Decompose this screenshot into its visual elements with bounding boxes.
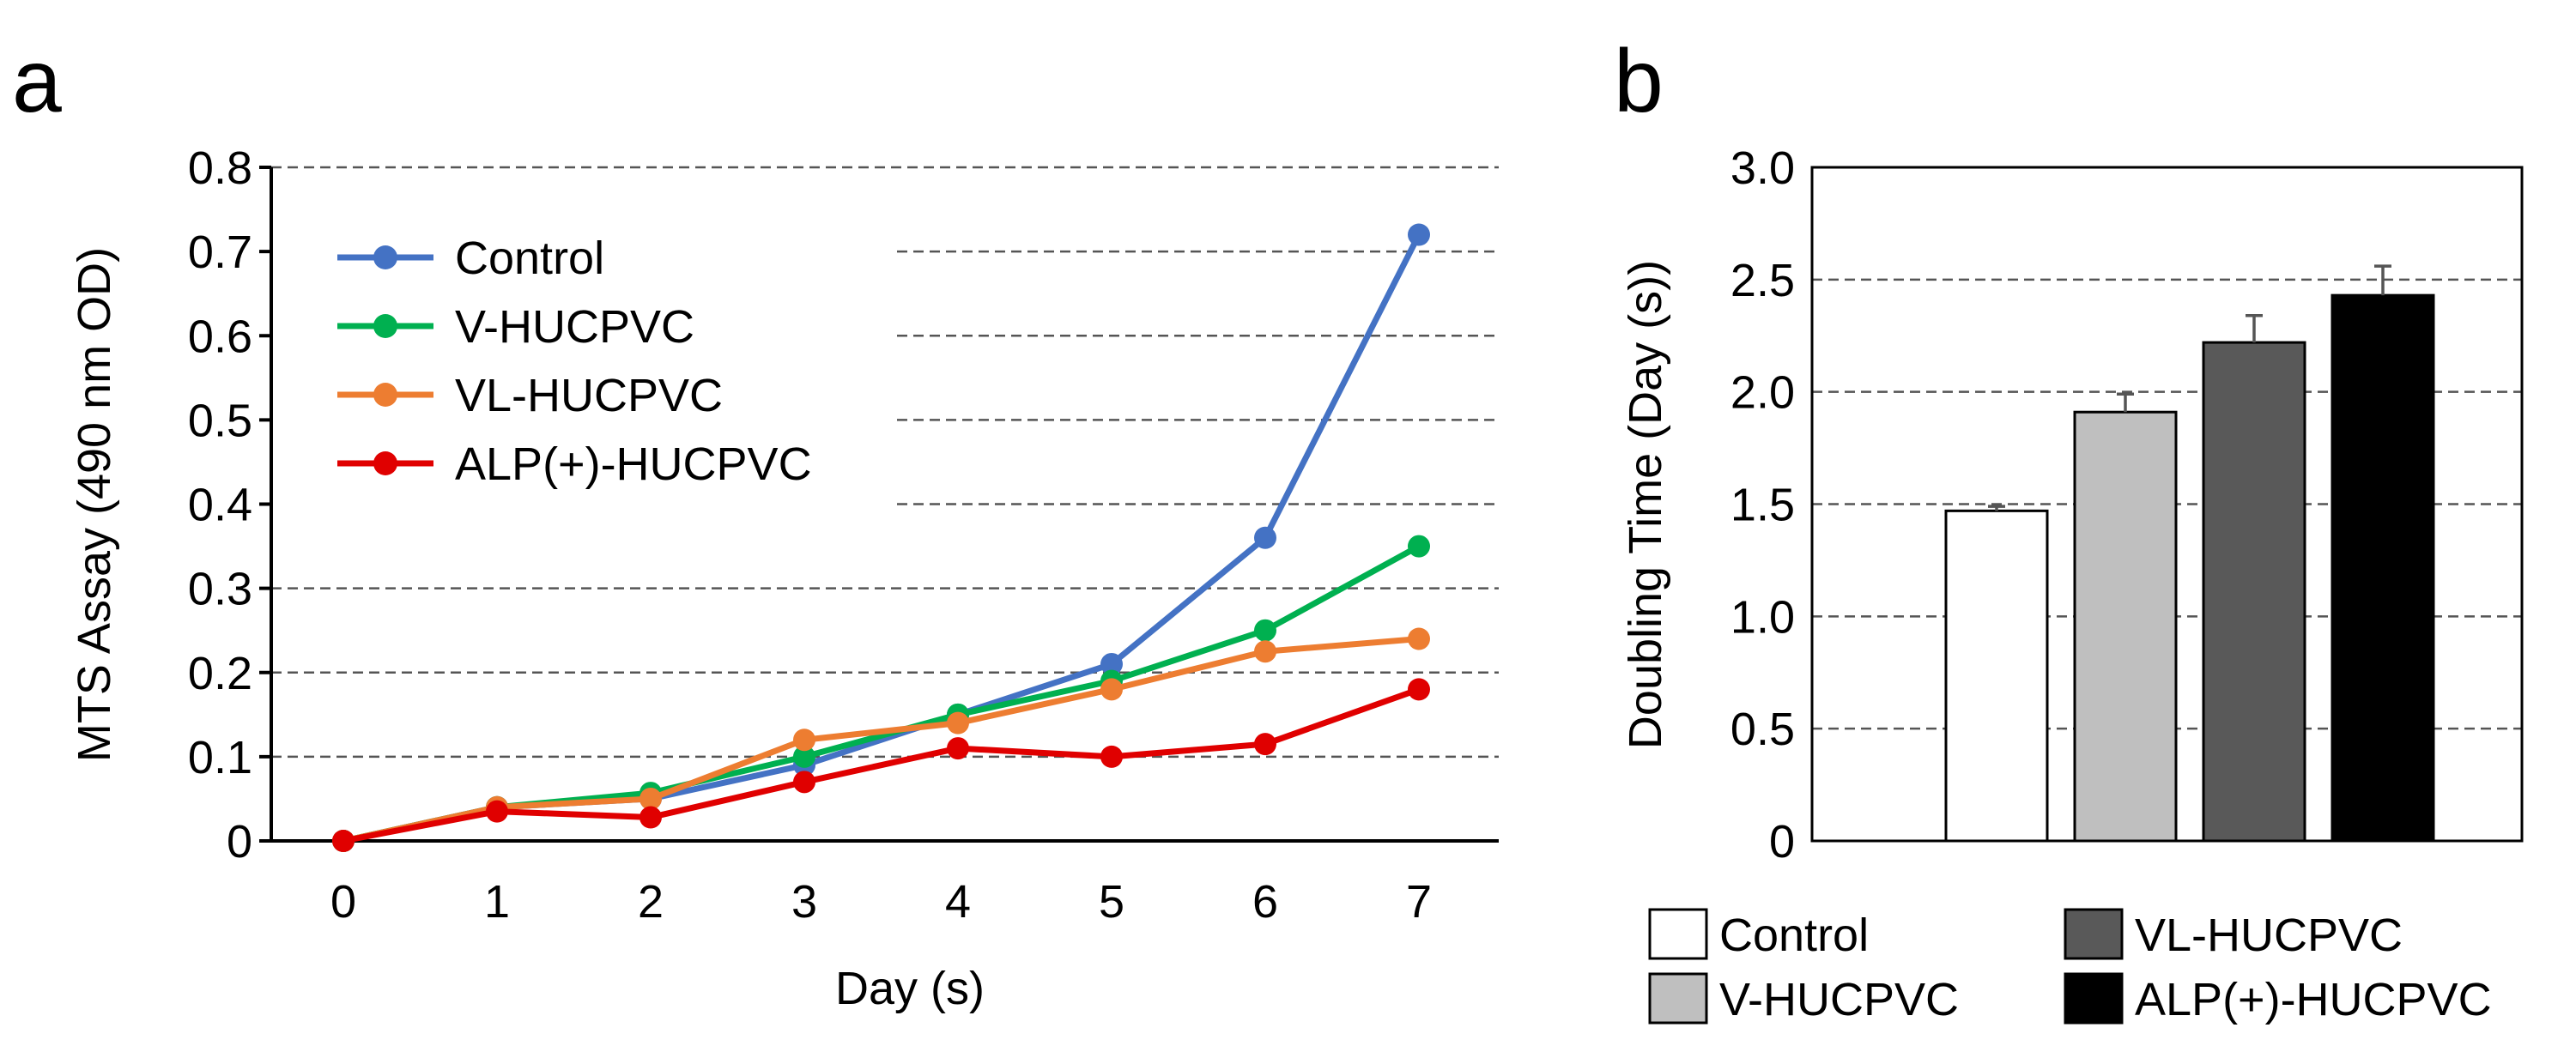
panel-a-x-tick-label: 3 [791,876,817,928]
panel-a-gridlines [271,166,1499,759]
panel-a-series [332,223,1430,852]
data-point-v-hucpvc [1254,619,1276,642]
data-point-alp-hucpvc [1100,745,1123,768]
panel-a-x-tick-label: 0 [330,876,356,928]
data-point-vl-hucpvc [1254,640,1276,663]
data-point-alp-hucpvc [947,737,969,760]
data-point-vl-hucpvc [639,787,662,810]
panel-a-y-tick-label: 0.1 [188,732,252,783]
panel-a-y-ticks: 0 0.1 0.2 0.3 0.4 0.5 0.6 0.7 0.8 [188,142,271,868]
panel-b-y-tick-label: 0.5 [1730,704,1795,755]
legend-item-alp-hucpvc: ALP(+)-HUCPVC [2064,972,2492,1025]
panel-a-x-axis-title: Day (s) [835,963,985,1014]
series-line-alp-hucpvc [340,686,1422,844]
data-point-vl-hucpvc [1100,678,1123,701]
panel-b-legend: Control V-HUCPVC VL-HUCPVC ALP(+)-HUCPVC [1648,908,2492,1025]
data-point-v-hucpvc [793,745,815,768]
panel-b: b 0 0.5 1.0 1.5 2.0 2.5 3.0 Doubling Time (Day… [1614,32,2524,1025]
panel-b-y-tick-label: 0 [1769,816,1795,868]
bar-control [1944,505,2049,843]
legend-swatch-marker [373,314,397,338]
data-point-vl-hucpvc [793,729,815,752]
panel-a-y-tick-label: 0.6 [188,311,252,362]
data-point-alp-hucpvc [486,800,508,823]
panel-b-y-axis-title: Doubling Time (Day (s)) [1620,260,1671,749]
panel-a-x-tick-label: 5 [1099,876,1124,928]
panel-b-letter: b [1614,32,1664,131]
legend-swatch [1648,908,1708,960]
panel-a-legend: Control V-HUCPVC VL-HUCPVC ALP(+)-HUCPVC [337,233,812,490]
panel-a-y-tick-label: 0.7 [188,227,252,278]
legend-swatch-marker [373,245,397,269]
legend-swatch [2064,908,2124,960]
panel-a-y-tick-label: 0.3 [188,564,252,615]
legend-item-control: Control [337,233,604,284]
data-point-control [1254,526,1276,549]
panel-a-x-ticks: 0 1 2 3 4 5 6 7 [330,876,1432,928]
data-point-vl-hucpvc [947,711,969,735]
panel-a-y-axis-title: MTS Assay (490 nm OD) [69,247,120,762]
panel-a: a 0 0.1 0.2 0.3 0.4 0.5 0.6 0.7 0.8 0 1 2 3 4 5 6 7 Con… [12,32,1499,1014]
panel-a-x-tick-label: 2 [638,876,664,928]
data-point-alp-hucpvc [639,806,662,829]
panel-b-y-ticks: 0 0.5 1.0 1.5 2.0 2.5 3.0 [1730,142,1795,868]
panel-a-x-tick-label: 4 [945,876,971,928]
bar-vl-hucpvc [2202,313,2306,843]
panel-b-y-tick-label: 2.5 [1730,255,1795,306]
series-alp-hucpvc [332,678,1430,852]
panel-a-letter: a [12,32,62,131]
data-point-v-hucpvc [1408,535,1430,558]
legend-swatch-marker [373,383,397,407]
data-point-alp-hucpvc [793,771,815,794]
panel-a-x-tick-label: 1 [484,876,510,928]
panel-a-x-tick-label: 7 [1406,876,1432,928]
legend-label: V-HUCPVC [455,301,694,353]
legend-item-vl-hucpvc: VL-HUCPVC [2064,908,2403,961]
legend-item-v-hucpvc: V-HUCPVC [1648,972,1959,1025]
data-point-control [1408,223,1430,246]
legend-label: VL-HUCPVC [2135,910,2403,961]
legend-swatch-marker [373,451,397,475]
panel-b-y-tick-label: 1.5 [1730,480,1795,531]
data-point-alp-hucpvc [1408,678,1430,701]
series-line-vl-hucpvc [340,636,1422,844]
panel-b-y-tick-label: 3.0 [1730,142,1795,194]
panel-a-y-tick-label: 0.5 [188,395,252,446]
legend-label: ALP(+)-HUCPVC [455,438,812,490]
bar-rect [1944,509,2049,843]
panel-b-y-tick-label: 2.0 [1730,367,1795,419]
data-point-alp-hucpvc [332,830,355,852]
legend-label: Control [455,233,604,284]
data-point-alp-hucpvc [1254,733,1276,756]
legend-swatch [1648,972,1708,1025]
legend-item-v-hucpvc: V-HUCPVC [337,301,694,353]
bar-rect [2073,410,2178,843]
legend-item-control: Control [1648,908,1869,961]
legend-label: VL-HUCPVC [455,370,723,421]
panel-b-y-tick-label: 1.0 [1730,591,1795,643]
panel-b-bars [1944,264,2435,843]
series-line-v-hucpvc [340,543,1422,844]
data-point-control [1100,652,1123,675]
bar-v-hucpvc [2073,392,2178,843]
legend-label: V-HUCPVC [1719,974,1959,1025]
bar-rect [2331,293,2435,843]
legend-item-vl-hucpvc: VL-HUCPVC [337,370,723,421]
panel-a-y-tick-label: 0.8 [188,142,252,194]
panel-a-y-tick-label: 0.4 [188,480,252,531]
panel-a-y-tick-label: 0 [227,816,252,868]
panel-a-x-tick-label: 6 [1252,876,1278,928]
bar-alp-hucpvc [2331,264,2435,843]
legend-label: ALP(+)-HUCPVC [2135,974,2492,1025]
panel-b-plot-frame [1810,166,2524,843]
bar-rect [2202,341,2306,843]
data-point-vl-hucpvc [1408,627,1430,650]
legend-label: Control [1719,910,1869,961]
panel-a-y-tick-label: 0.2 [188,648,252,699]
legend-item-alp-hucpvc: ALP(+)-HUCPVC [337,438,812,490]
legend-swatch [2064,972,2124,1025]
